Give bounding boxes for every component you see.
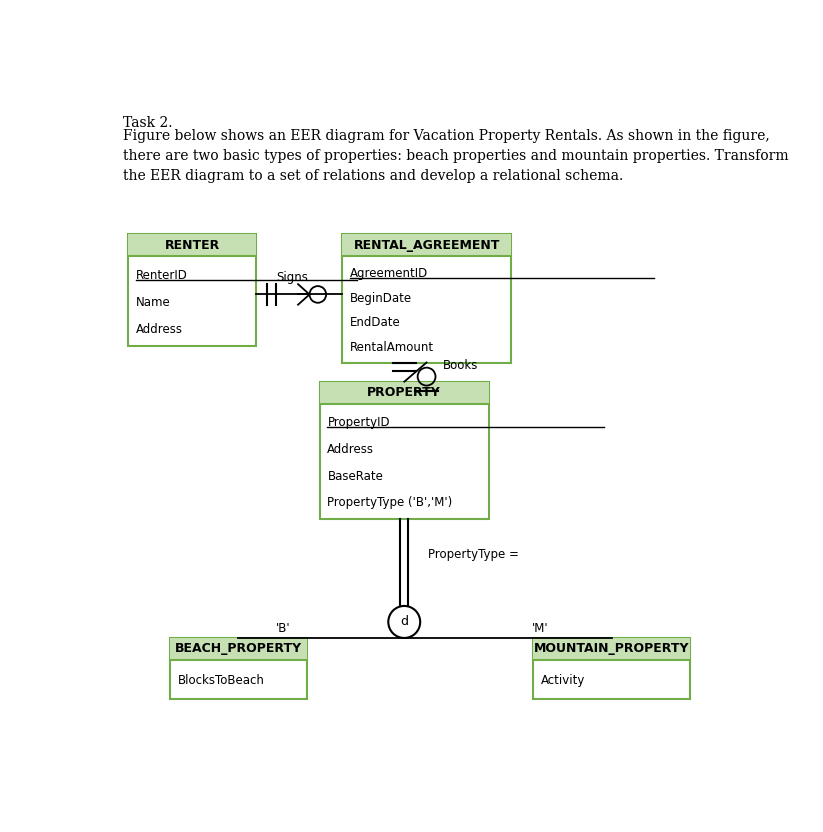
Text: RENTER: RENTER: [165, 239, 220, 252]
Text: 'B': 'B': [276, 622, 291, 635]
Text: Figure below shows an EER diagram for Vacation Property Rentals. As shown in the: Figure below shows an EER diagram for Va…: [123, 129, 789, 183]
Text: d: d: [400, 616, 408, 628]
Bar: [170, 638, 307, 699]
Text: Activity: Activity: [541, 674, 585, 687]
Text: Name: Name: [136, 296, 171, 309]
Text: Books: Books: [443, 359, 478, 372]
Text: BlocksToBeach: BlocksToBeach: [178, 674, 264, 687]
Bar: [319, 382, 489, 404]
Text: RentalAmount: RentalAmount: [350, 340, 434, 354]
Bar: [342, 235, 511, 256]
Text: 'M': 'M': [532, 622, 548, 635]
Bar: [128, 235, 256, 256]
Text: BaseRate: BaseRate: [328, 469, 384, 483]
Bar: [319, 382, 489, 519]
Text: PropertyID: PropertyID: [328, 416, 390, 429]
Bar: [170, 638, 307, 660]
Text: MOUNTAIN_PROPERTY: MOUNTAIN_PROPERTY: [534, 642, 690, 656]
Text: Signs: Signs: [277, 271, 309, 285]
Bar: [128, 235, 256, 346]
Text: AgreementID: AgreementID: [350, 267, 428, 280]
Text: PropertyType ('B','M'): PropertyType ('B','M'): [328, 496, 453, 509]
Text: BeginDate: BeginDate: [350, 292, 412, 305]
Bar: [533, 638, 690, 660]
Text: EndDate: EndDate: [350, 316, 401, 329]
Text: Task 2.: Task 2.: [123, 116, 173, 130]
Text: Address: Address: [328, 443, 374, 456]
Text: Address: Address: [136, 323, 183, 336]
Text: PROPERTY: PROPERTY: [367, 386, 441, 399]
Bar: [533, 638, 690, 699]
Text: BEACH_PROPERTY: BEACH_PROPERTY: [174, 642, 302, 656]
Text: RENTAL_AGREEMENT: RENTAL_AGREEMENT: [353, 239, 500, 252]
Circle shape: [388, 606, 421, 638]
Text: RenterID: RenterID: [136, 269, 188, 282]
Text: PropertyType =: PropertyType =: [429, 548, 519, 562]
Bar: [342, 235, 511, 363]
